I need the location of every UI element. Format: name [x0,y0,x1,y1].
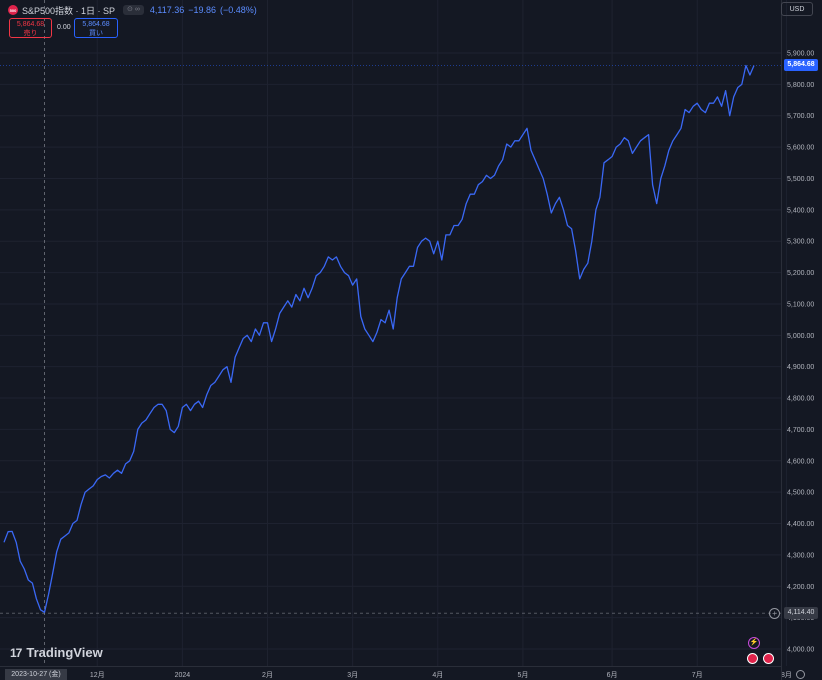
y-axis: 4,000.004,100.004,200.004,300.004,400.00… [787,51,814,654]
crosshair-date-tag: 2023-10-27 (金) [5,669,67,680]
lightning-icon[interactable]: ⚡ [748,637,760,649]
add-alert-icon[interactable]: + [769,608,780,619]
y-tick-label: 4,300.00 [787,552,814,559]
y-tick-label: 5,500.00 [787,176,814,183]
symbol-title[interactable]: S&P500指数 · 1日 · SP [22,5,116,16]
sell-price: 5,864.68 [16,21,45,28]
y-tick-label: 4,700.00 [787,427,814,434]
x-tick-label: 12月 [90,671,105,679]
spread-value: 0.00 [57,24,71,31]
symbol-logo: 500 [8,5,18,15]
x-tick-label: 2024 [175,672,191,679]
buy-label: 買い [89,30,103,37]
x-tick-label: 2月 [262,671,273,679]
x-tick-label: 7月 [692,671,703,679]
buy-button[interactable]: 5,864.68 買い [74,18,118,38]
y-tick-label: 5,100.00 [787,301,814,308]
y-tick-label: 4,500.00 [787,490,814,497]
chart-header: 500 S&P500指数 · 1日 · SP ⊙ ∞ 4,117.36 −19.… [8,3,257,17]
tradingview-logo-icon: 17 [10,645,22,660]
y-tick-label: 5,700.00 [787,113,814,120]
tradingview-logo[interactable]: 17 TradingView [10,645,103,660]
axis-separator [781,0,782,680]
axis-separator [0,666,781,667]
y-tick-label: 4,600.00 [787,458,814,465]
x-tick-label: 6月 [607,671,618,679]
y-tick-label: 4,000.00 [787,647,814,654]
y-tick-label: 4,800.00 [787,396,814,403]
y-tick-label: 5,800.00 [787,82,814,89]
last-price-tag: 5,864.68 [784,59,818,71]
x-tick-label: 3月 [347,671,358,679]
chart-grid [0,0,787,666]
tradingview-logo-text: TradingView [26,645,103,660]
header-change-pct: (−0.48%) [220,5,257,15]
y-tick-label: 5,600.00 [787,145,814,152]
x-axis: 12月20242月3月4月5月6月7月8月9月10月 [90,671,792,679]
y-tick-label: 5,000.00 [787,333,814,340]
buy-price: 5,864.68 [82,21,110,28]
y-tick-label: 4,200.00 [787,584,814,591]
y-tick-label: 5,200.00 [787,270,814,277]
y-tick-label: 5,400.00 [787,207,814,214]
us-flag-icon[interactable] [747,653,758,664]
x-tick-label: 8月 [781,671,792,679]
currency-selector[interactable]: USD [781,2,813,16]
y-tick-label: 4,900.00 [787,364,814,371]
header-change: −19.86 [188,5,217,15]
y-tick-label: 4,400.00 [787,521,814,528]
sell-button[interactable]: 5,864.68 売り [9,18,52,38]
sell-label: 売り [23,30,38,37]
y-tick-label: 5,900.00 [787,51,814,58]
visibility-toggle[interactable]: ⊙ ∞ [123,5,144,15]
header-price: 4,117.36 [149,5,185,15]
x-tick-label: 4月 [432,671,443,679]
us-flag-icon[interactable] [763,653,774,664]
price-series-line [3,64,755,613]
x-tick-label: 5月 [517,671,528,679]
crosshair-price-tag: 4,114.40 [784,607,818,619]
y-tick-label: 5,300.00 [787,239,814,246]
gear-icon[interactable] [796,670,805,679]
